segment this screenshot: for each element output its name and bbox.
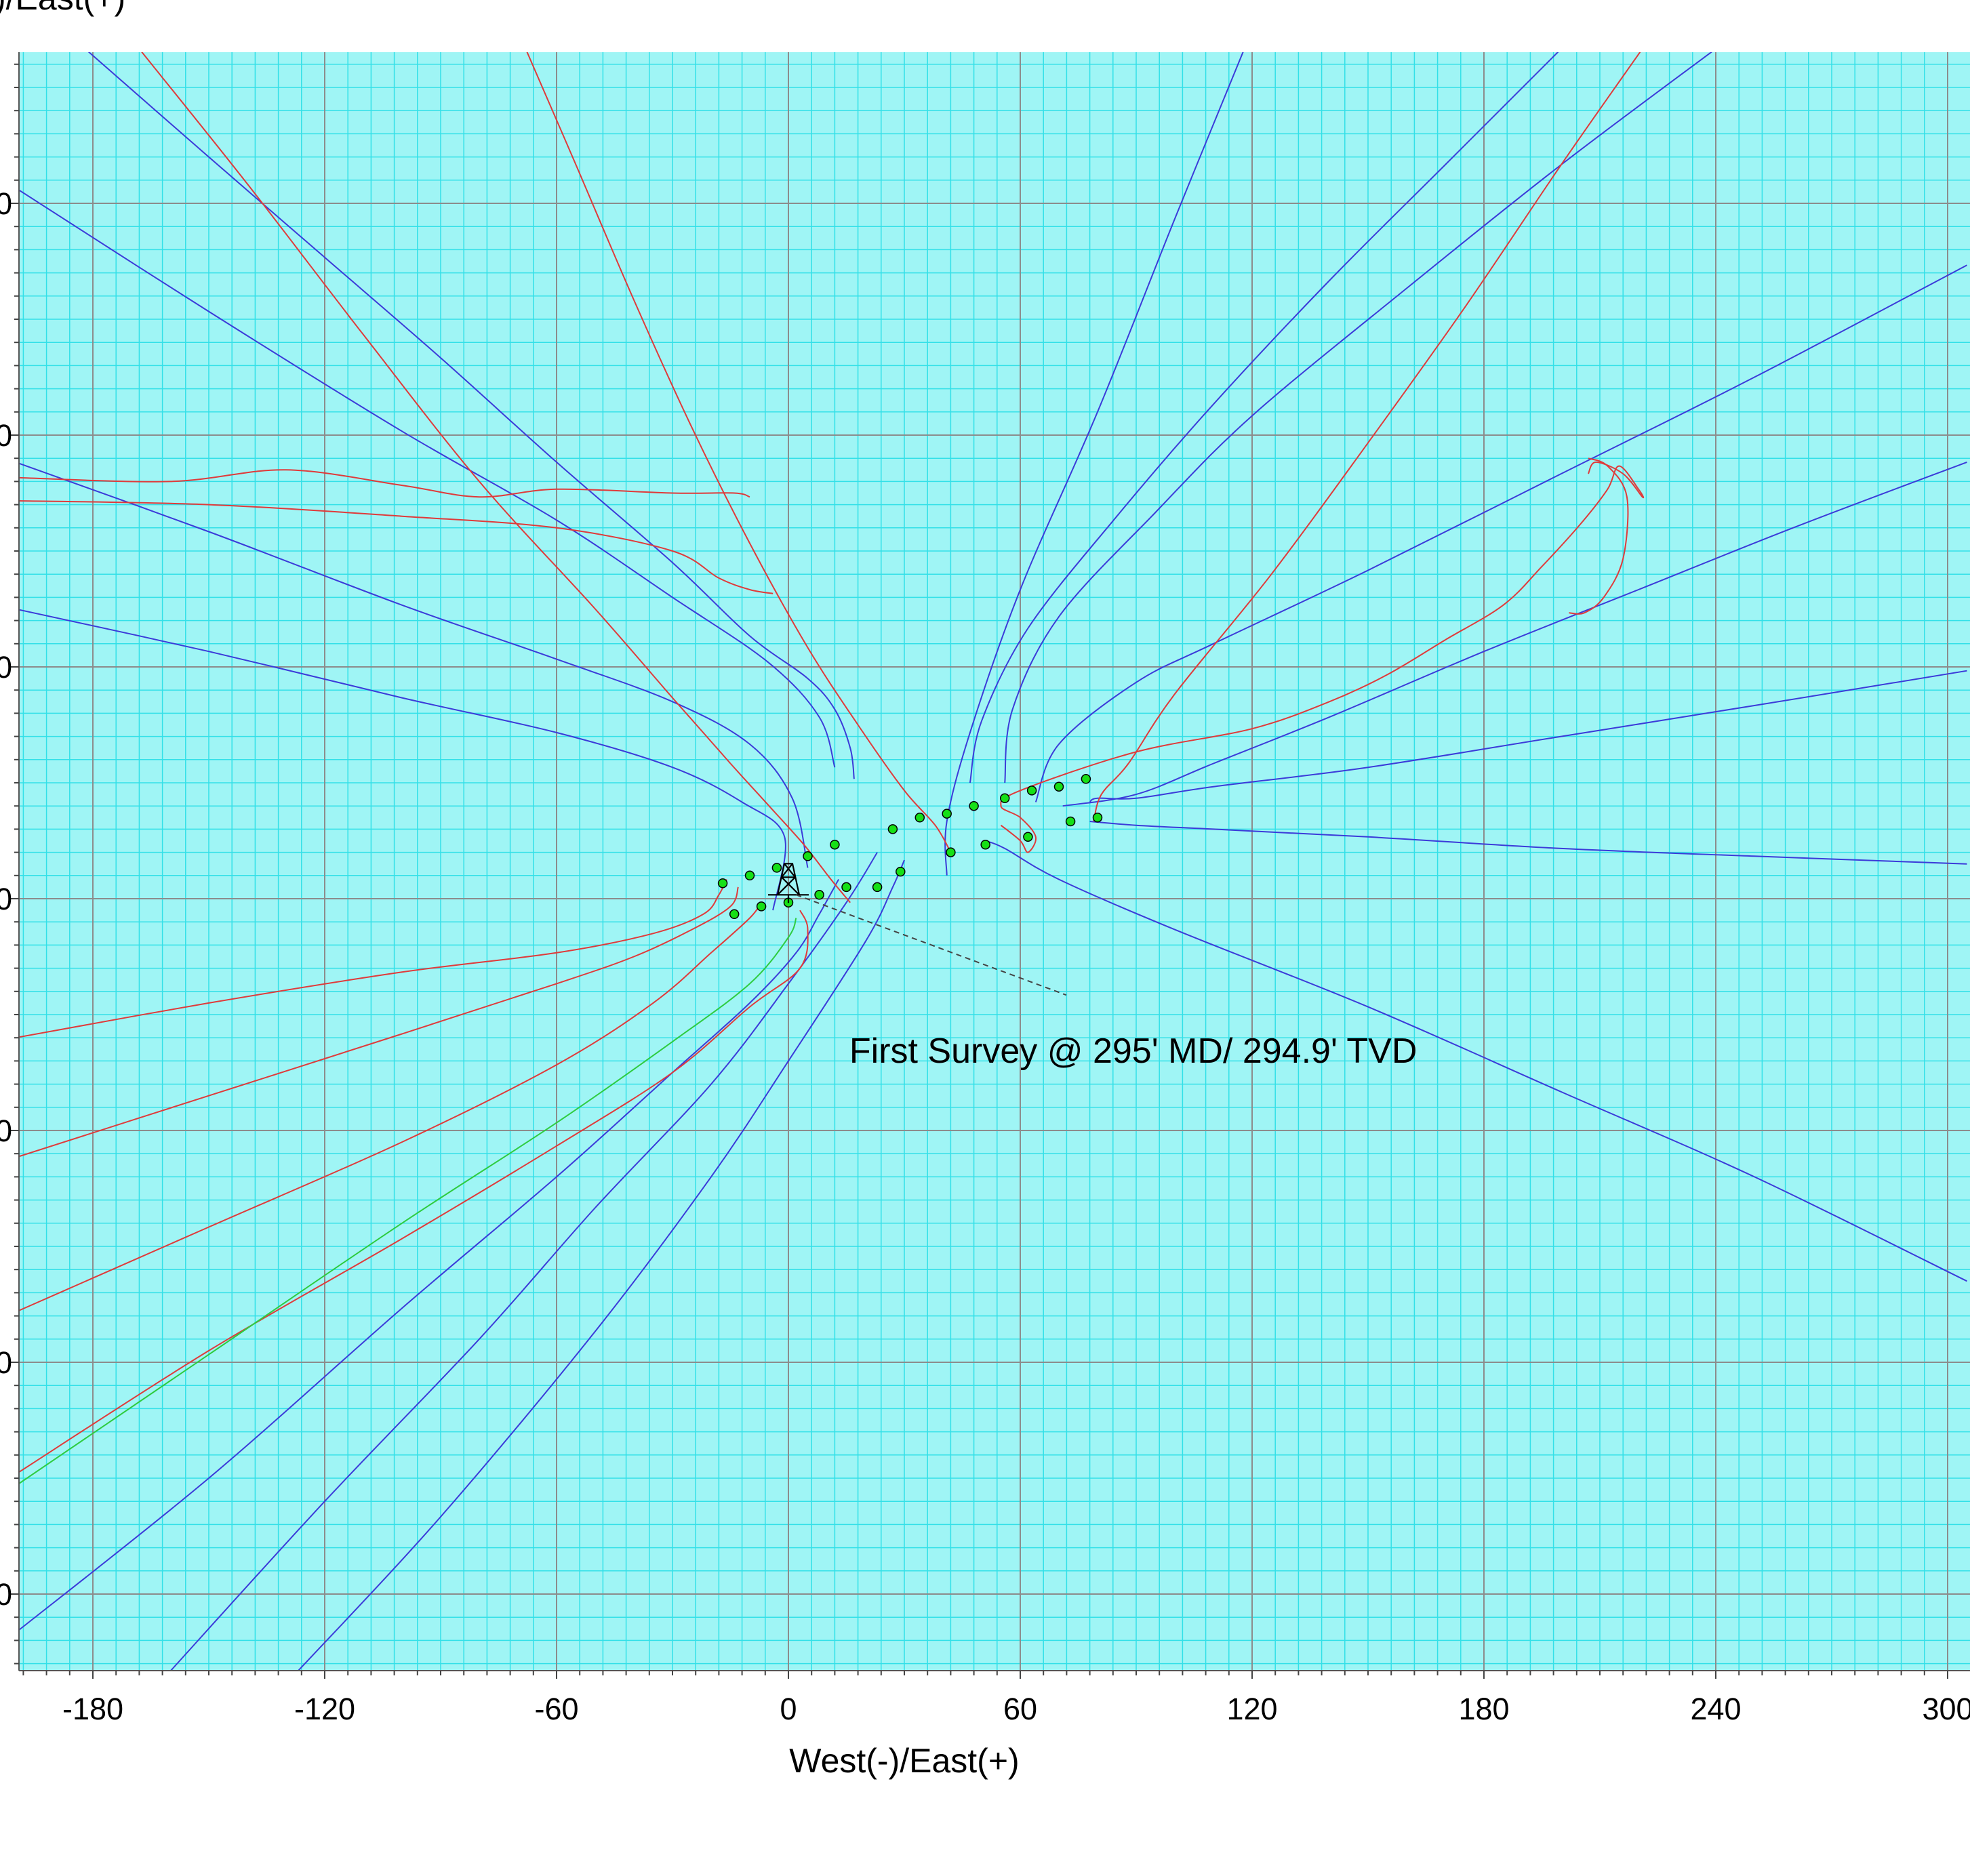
survey-marker <box>830 839 840 850</box>
well-path-blue-11 <box>1062 461 1967 807</box>
survey-marker <box>872 882 883 893</box>
well-path-blue-4 <box>19 879 839 1631</box>
plot-background <box>19 52 1970 1671</box>
x-tick-label: 120 <box>1226 1692 1277 1726</box>
survey-marker <box>980 839 990 850</box>
well-path-red-17 <box>19 499 773 594</box>
survey-marker <box>1026 786 1037 796</box>
survey-marker <box>942 809 952 819</box>
well-path-red-15 <box>141 52 851 903</box>
well-path-red-24 <box>1000 461 1645 853</box>
well-path-red-20 <box>19 886 739 1158</box>
well-path-blue-12 <box>1089 670 1967 803</box>
survey-marker <box>729 909 740 920</box>
survey-marker <box>896 866 906 877</box>
well-path-blue-1 <box>19 189 836 768</box>
survey-marker <box>887 824 898 834</box>
survey-marker <box>1081 774 1091 784</box>
y-tick-label: 0 <box>0 1345 12 1380</box>
annotation-label: First Survey @ 295' MD/ 294.9' TVD <box>849 1032 1418 1071</box>
survey-marker <box>969 800 979 811</box>
well-path-red-25 <box>1569 457 1629 615</box>
y-axis-title: )/East(+) <box>0 0 125 17</box>
subject-well-path <box>19 918 797 1485</box>
rig-symbol-shape <box>768 863 809 903</box>
survey-marker <box>841 882 851 893</box>
subject-well-line <box>19 918 797 1485</box>
x-tick-label: 0 <box>780 1692 797 1726</box>
annotation-leader-line <box>796 894 1067 996</box>
well-path-blue-10 <box>1034 264 1967 802</box>
survey-marker <box>1092 813 1103 823</box>
x-tick-label: -60 <box>534 1692 578 1726</box>
well-path-blue-6 <box>297 859 905 1671</box>
survey-marker <box>946 847 956 857</box>
survey-markers <box>717 774 1103 920</box>
well-paths <box>19 52 1967 1671</box>
well-path-red-22 <box>19 910 809 1473</box>
survey-marker <box>771 863 782 873</box>
well-path-blue-5 <box>169 852 878 1671</box>
y-tick-label: 0 <box>0 186 12 221</box>
survey-marker <box>744 870 755 881</box>
well-path-red-23 <box>1093 52 1641 822</box>
rig-icon <box>768 863 809 903</box>
well-path-red-18 <box>19 469 750 498</box>
x-tick-label: -120 <box>294 1692 355 1726</box>
x-tick-label: -180 <box>62 1692 123 1726</box>
survey-marker <box>1023 832 1033 842</box>
minor-grid <box>19 52 1970 1671</box>
survey-marker <box>717 878 728 889</box>
y-tick-label: 0 <box>0 1577 12 1612</box>
y-tick-label: 0 <box>0 650 12 685</box>
y-tick-label: 0 <box>0 1114 12 1148</box>
major-grid <box>19 52 1970 1671</box>
x-axis-title: West(-)/East(+) <box>789 1742 1019 1780</box>
well-path-red-19 <box>19 879 727 1038</box>
x-tick-label: 180 <box>1458 1692 1509 1726</box>
x-tick-label: 300 <box>1922 1692 1970 1726</box>
survey-marker <box>814 890 824 900</box>
well-path-blue-8 <box>969 52 1559 783</box>
survey-marker <box>1053 781 1064 792</box>
well-path-blue-0 <box>87 52 855 779</box>
survey-marker <box>756 901 767 912</box>
y-tick-label: 0 <box>0 882 12 916</box>
axes <box>11 52 1970 1679</box>
well-path-blue-14 <box>985 840 1967 1282</box>
survey-marker <box>999 793 1010 804</box>
survey-marker <box>1065 816 1076 827</box>
y-tick-labels: 0 0 0 0 0 0 0 <box>0 186 12 1612</box>
well-path-blue-7 <box>944 52 1244 876</box>
x-tick-label: 240 <box>1690 1692 1741 1726</box>
survey-marker <box>914 813 925 823</box>
x-tick-labels: -180 -120 -60 0 60 120 180 240 300 <box>62 1692 1970 1726</box>
survey-marker <box>803 851 813 861</box>
well-path-red-21 <box>19 902 762 1311</box>
well-path-blue-3 <box>19 609 786 911</box>
y-tick-label: 0 <box>0 418 12 453</box>
well-path-blue-13 <box>1089 821 1967 865</box>
x-tick-label: 60 <box>1003 1692 1037 1726</box>
well-path-red-16 <box>526 52 952 853</box>
well-path-blue-2 <box>19 462 809 868</box>
